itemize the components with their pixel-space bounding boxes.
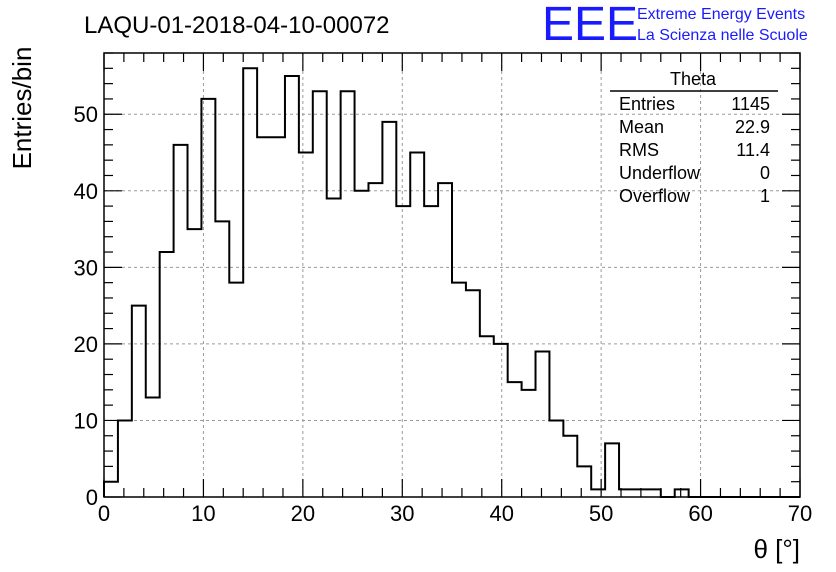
histogram-bin xyxy=(466,290,480,497)
x-tick-label: 70 xyxy=(788,501,812,526)
y-tick-label: 20 xyxy=(74,332,98,357)
x-axis-title: θ [°] xyxy=(753,534,800,564)
histogram-bin xyxy=(174,145,188,497)
stats-label-rms: RMS xyxy=(619,140,659,160)
stats-value-underflow: 0 xyxy=(760,163,770,183)
histogram-bin xyxy=(118,420,132,497)
eee-logo: EEE Extreme Energy Events La Scienza nel… xyxy=(542,0,808,51)
histogram-bin xyxy=(605,443,619,497)
stats-label-mean: Mean xyxy=(619,117,664,137)
histogram-series xyxy=(103,67,800,498)
histogram-bin xyxy=(368,183,382,497)
y-tick-label: 50 xyxy=(74,102,98,127)
histogram-bin xyxy=(299,153,313,497)
histogram-bin xyxy=(536,352,550,497)
histogram-bin xyxy=(480,336,494,497)
plot-frame xyxy=(103,52,801,498)
histogram-bin xyxy=(229,283,243,497)
histogram-bin xyxy=(438,183,452,497)
histogram-bin xyxy=(382,122,396,497)
x-tick-label: 0 xyxy=(98,501,110,526)
histogram-bin xyxy=(146,397,160,497)
y-tick-label: 10 xyxy=(74,408,98,433)
x-tick-label: 60 xyxy=(688,501,712,526)
histogram-bin xyxy=(452,283,466,497)
histogram-bin xyxy=(243,68,257,497)
histogram-bin xyxy=(160,252,174,497)
stats-label-underflow: Underflow xyxy=(619,163,701,183)
histogram-bin xyxy=(424,206,438,497)
axis-ticks xyxy=(103,52,801,498)
x-tick-label: 50 xyxy=(589,501,613,526)
logo-mark: EEE xyxy=(542,0,638,51)
stats-title: Theta xyxy=(670,69,717,89)
stats-label-entries: Entries xyxy=(619,94,675,114)
y-tick-label: 30 xyxy=(74,255,98,280)
histogram-bin xyxy=(549,420,563,497)
y-tick-label: 0 xyxy=(86,485,98,510)
stats-box: Theta Entries 1145 Mean 22.9 RMS 11.4 Un… xyxy=(610,69,778,206)
histogram-bin xyxy=(577,466,591,497)
histogram-bin xyxy=(675,489,689,497)
logo-line-2: La Scienza nelle Scuole xyxy=(637,27,808,44)
histogram-bin xyxy=(633,489,647,497)
chart-title: LAQU-01-2018-04-10-00072 xyxy=(84,12,390,39)
histogram-bin xyxy=(563,436,577,497)
stats-label-overflow: Overflow xyxy=(619,186,691,206)
histogram-bin xyxy=(591,489,605,497)
stats-value-entries: 1145 xyxy=(731,94,770,114)
x-tick-label: 20 xyxy=(291,501,315,526)
histogram-bin xyxy=(522,390,536,497)
histogram-bin xyxy=(285,76,299,497)
histogram-bin xyxy=(215,221,229,497)
histogram-bin xyxy=(341,91,355,497)
x-tick-label: 10 xyxy=(191,501,215,526)
y-axis-title: Entries/bin xyxy=(7,47,37,170)
x-tick-label: 30 xyxy=(390,501,414,526)
histogram-bin xyxy=(188,229,202,497)
histogram-outline xyxy=(103,67,800,498)
histogram-bin xyxy=(313,91,327,497)
histogram-bin xyxy=(104,482,118,497)
histogram-bin xyxy=(410,153,424,497)
y-tick-label: 40 xyxy=(74,179,98,204)
stats-value-mean: 22.9 xyxy=(735,117,770,137)
histogram-bin xyxy=(647,489,661,497)
stats-value-overflow: 1 xyxy=(760,186,770,206)
histogram-bin xyxy=(508,382,522,497)
logo-line-1: Extreme Energy Events xyxy=(637,6,805,23)
histogram-bin xyxy=(132,306,146,497)
histogram-bin xyxy=(327,198,341,497)
x-tick-label: 40 xyxy=(489,501,513,526)
plot-border xyxy=(103,52,801,498)
stats-value-rms: 11.4 xyxy=(736,140,770,160)
histogram-bin xyxy=(396,206,410,497)
